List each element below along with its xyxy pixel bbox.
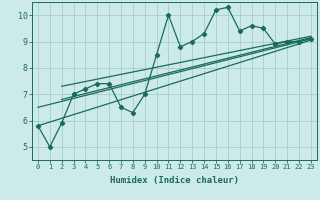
X-axis label: Humidex (Indice chaleur): Humidex (Indice chaleur) bbox=[110, 176, 239, 185]
